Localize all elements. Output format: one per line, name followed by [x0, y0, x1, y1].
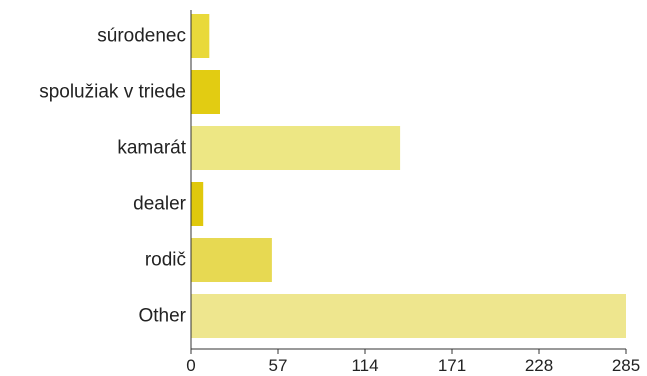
x-tick-label-2: 114	[351, 356, 378, 375]
bar-1	[191, 70, 220, 114]
x-tick-label-4: 228	[525, 356, 553, 375]
x-axis-ticks: 0 57 114 171 228 285	[186, 349, 640, 375]
bar-2	[191, 126, 401, 170]
bar-0	[191, 14, 210, 58]
x-tick-label-5: 285	[612, 356, 640, 375]
category-label-3: dealer	[133, 194, 186, 215]
category-label-1: spolužiak v triede	[39, 82, 186, 103]
category-labels: súrodenec spolužiak v triede kamarát dealer…	[39, 26, 187, 327]
category-label-5: Other	[138, 306, 186, 327]
x-tick-label-3: 171	[438, 356, 466, 375]
bar-5	[191, 294, 626, 338]
category-label-0: súrodenec	[97, 26, 186, 47]
x-tick-label-1: 57	[269, 356, 288, 375]
bars-group	[191, 14, 626, 338]
bar-3	[191, 182, 204, 226]
category-label-4: rodič	[145, 250, 186, 271]
x-tick-label-0: 0	[186, 356, 195, 375]
bar-4	[191, 238, 272, 282]
category-label-2: kamarát	[117, 138, 186, 159]
